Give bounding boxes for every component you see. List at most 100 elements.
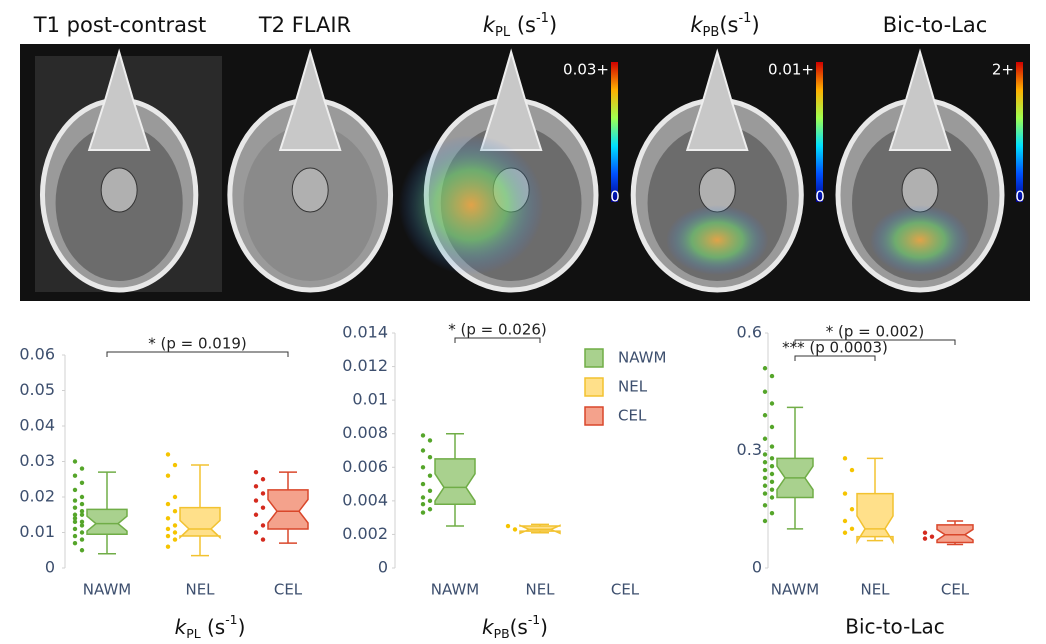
y-tick-label: 0.008 xyxy=(342,423,388,442)
data-point xyxy=(762,452,768,457)
close: ) xyxy=(540,615,548,639)
data-point xyxy=(79,480,85,485)
y-tick-label: 0 xyxy=(45,558,55,577)
y-tick-label: 0.004 xyxy=(342,490,388,509)
y-tick-label: 0.05 xyxy=(19,380,55,399)
data-point xyxy=(769,471,775,477)
y-tick-label: 0.014 xyxy=(342,323,388,342)
map-overlay xyxy=(666,205,769,275)
brainstem xyxy=(100,167,138,213)
significance-bracket xyxy=(106,351,289,357)
data-point xyxy=(769,456,775,461)
data-point xyxy=(79,519,85,525)
y-tick-label: 0.3 xyxy=(737,440,762,459)
data-point xyxy=(427,498,433,504)
data-point xyxy=(72,516,78,521)
data-point xyxy=(165,452,171,457)
legend-swatch xyxy=(584,406,604,426)
x-tick-label: NAWM xyxy=(771,581,819,599)
data-point xyxy=(72,540,78,546)
data-point xyxy=(72,473,78,478)
data-point xyxy=(420,448,426,453)
data-point xyxy=(427,438,433,443)
data-point xyxy=(769,373,775,379)
y-tick-label: 0.06 xyxy=(19,345,55,364)
x-tick-label: NAWM xyxy=(431,581,479,599)
legend-label: CEL xyxy=(618,407,647,425)
x-axis-label: kPL (s-1) xyxy=(175,612,246,641)
data-point xyxy=(172,462,178,468)
symbol: k xyxy=(175,615,188,639)
data-point xyxy=(260,505,266,510)
panel-title: T2 FLAIR xyxy=(258,13,351,37)
exponent: -1 xyxy=(738,11,751,26)
data-point xyxy=(165,544,171,549)
colorbar-max: 0.03+ xyxy=(563,61,609,79)
box xyxy=(267,489,309,530)
symbol: k xyxy=(482,615,495,639)
data-point xyxy=(79,548,85,553)
x-tick-label: CEL xyxy=(274,581,303,599)
data-point xyxy=(762,503,768,508)
close: ) xyxy=(751,13,759,37)
data-point xyxy=(769,444,775,449)
data-point xyxy=(72,505,78,510)
y-tick-label: 0.006 xyxy=(342,457,388,476)
unit: (s xyxy=(201,615,226,639)
exponent: -1 xyxy=(528,612,540,627)
nasal-structure xyxy=(87,48,151,151)
data-point xyxy=(165,516,171,521)
subscript: PL xyxy=(186,626,200,641)
brainstem xyxy=(291,167,329,213)
data-point xyxy=(172,537,178,542)
data-point xyxy=(929,534,935,539)
box xyxy=(434,458,476,505)
data-point xyxy=(260,523,266,528)
data-point xyxy=(769,487,775,492)
data-point xyxy=(769,401,775,406)
data-point xyxy=(253,530,259,535)
data-point xyxy=(420,465,426,470)
data-point xyxy=(172,530,178,535)
panel-title: Bic-to-Lac xyxy=(883,13,988,37)
colorbar-max: 0.01+ xyxy=(768,61,814,79)
data-point xyxy=(253,498,259,503)
unit: (s xyxy=(510,615,528,639)
data-point xyxy=(842,518,848,524)
data-point xyxy=(72,459,78,464)
unit: (s xyxy=(719,13,738,37)
data-point xyxy=(762,460,768,465)
data-point xyxy=(922,536,928,541)
data-point xyxy=(762,413,768,418)
x-tick-label: NEL xyxy=(525,581,555,599)
y-tick-label: 0.01 xyxy=(19,522,55,541)
data-point xyxy=(79,494,85,500)
legend-label: NAWM xyxy=(618,349,666,367)
data-point xyxy=(849,507,855,512)
colorbar xyxy=(816,62,823,202)
data-point xyxy=(172,523,178,528)
y-tick-label: 0.012 xyxy=(342,356,388,375)
data-point xyxy=(849,467,855,473)
data-point xyxy=(165,533,171,539)
significance-label: * (p = 0.026) xyxy=(448,321,547,339)
data-point xyxy=(420,433,426,438)
subscript: PB xyxy=(703,25,720,40)
significance-bracket xyxy=(454,337,541,343)
y-tick-label: 0 xyxy=(378,558,388,577)
nasal-structure xyxy=(685,48,749,151)
data-point xyxy=(427,473,433,478)
data-point xyxy=(762,491,768,496)
data-point xyxy=(842,456,848,461)
data-point xyxy=(769,495,775,500)
data-point xyxy=(72,526,78,532)
panel-title: T1 post-contrast xyxy=(33,13,206,37)
y-tick-label: 0.02 xyxy=(19,487,55,506)
data-point xyxy=(253,484,259,489)
x-axis-label: kPB(s-1) xyxy=(482,612,548,641)
data-point xyxy=(922,530,928,535)
data-point xyxy=(427,507,433,512)
data-point xyxy=(260,477,266,482)
colorbar-min: 0 xyxy=(1015,188,1025,206)
